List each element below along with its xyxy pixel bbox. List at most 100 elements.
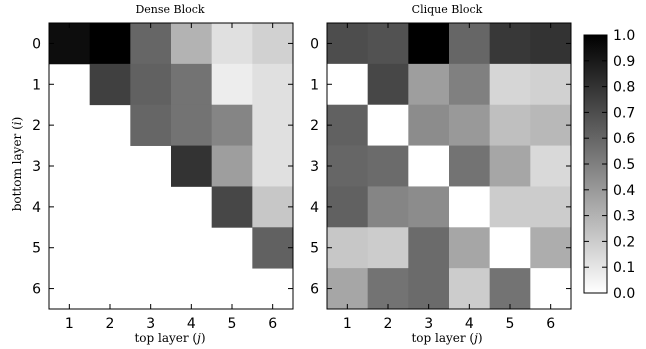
clique-cell-r4-c4 (489, 186, 531, 228)
clique-block-xlabel: top layer (j) (411, 331, 482, 345)
clique-cell-r0-c4 (489, 23, 531, 65)
clique-cell-r3-c1 (367, 145, 409, 187)
clique-cell-r5-c5 (530, 227, 572, 269)
clique-cell-r3-c3 (449, 145, 491, 187)
clique-block-heatmap: 1 2 3 4 5 6 0 1 2 3 4 5 6 (310, 22, 572, 332)
clique-cell-r4-c1 (367, 186, 409, 228)
clique-cell-r0-c2 (408, 23, 450, 65)
colorbar-tick-label: 0.9 (613, 54, 635, 70)
clique-cell-r1-c1 (367, 63, 409, 106)
clique-y-tick-label: 4 (310, 200, 319, 216)
dense-block-ylabel: bottom layer (i) (10, 117, 24, 212)
dense-y-tick-label: 0 (32, 36, 41, 52)
dense-y-tick-label: 1 (32, 77, 41, 93)
colorbar-ticks: 0.0 0.1 0.2 0.3 0.4 0.5 0.6 0.7 0.8 0.9 1.0 (584, 28, 635, 302)
clique-cell-r6-c2 (408, 268, 450, 310)
clique-cell-r4-c5 (530, 186, 572, 228)
clique-cell-r6-c0 (327, 268, 369, 310)
dense-cell-r3-c4 (211, 145, 253, 187)
clique-cell-r6-c3 (449, 268, 491, 310)
clique-y-tick-label: 0 (310, 36, 319, 52)
clique-cell-r3-c4 (489, 145, 531, 187)
colorbar-tick-label: 0.0 (613, 286, 635, 302)
clique-y-tick-label: 3 (310, 159, 319, 175)
dense-block-heatmap: 1 2 3 4 5 6 0 1 2 3 4 5 6 (32, 22, 294, 332)
dense-cell-r4-c4 (211, 186, 253, 228)
colorbar-tick-label: 0.1 (613, 260, 635, 276)
dense-cell-r3-c3 (171, 145, 213, 187)
dense-cell-r2-c3 (171, 104, 213, 146)
clique-cell-r5-c1 (367, 227, 409, 269)
clique-block-title: Clique Block (412, 3, 483, 16)
dense-cell-r0-c2 (130, 23, 172, 65)
dense-cell-r0-c4 (211, 23, 253, 65)
colorbar-tick-label: 0.2 (613, 234, 635, 250)
dense-cell-r1-c1 (89, 63, 131, 106)
dense-x-tick-label: 1 (65, 316, 74, 332)
dense-cell-r2-c5 (252, 104, 294, 146)
clique-cell-r1-c2 (408, 63, 450, 106)
dense-cell-r4-c5 (252, 186, 294, 228)
dense-block-title: Dense Block (135, 3, 204, 16)
dense-y-tick-label: 5 (32, 241, 41, 257)
colorbar-tick-label: 1.0 (613, 28, 635, 44)
colorbar-tick-label: 0.6 (613, 131, 635, 147)
clique-cell-r0-c0 (327, 23, 369, 65)
dense-cell-r0-c1 (89, 23, 131, 65)
clique-cell-r3-c2 (408, 145, 450, 187)
dense-cell-r5-c5 (252, 227, 294, 269)
dense-x-tick-label: 5 (228, 316, 237, 332)
clique-y-tick-label: 6 (310, 282, 319, 298)
clique-cell-r5-c3 (449, 227, 491, 269)
clique-cell-r2-c1 (367, 104, 409, 146)
clique-cell-r6-c4 (489, 268, 531, 310)
clique-x-tick-label: 5 (506, 316, 515, 332)
clique-cell-r1-c0 (327, 63, 369, 106)
dense-x-tick-label: 3 (146, 316, 155, 332)
clique-cell-r4-c0 (327, 186, 369, 228)
clique-cell-r4-c2 (408, 186, 450, 228)
clique-cell-r5-c4 (489, 227, 531, 269)
colorbar-tick-label: 0.3 (613, 209, 635, 225)
dense-cell-r0-c3 (171, 23, 213, 65)
clique-cell-r1-c3 (449, 63, 491, 106)
clique-cell-r2-c3 (449, 104, 491, 146)
clique-cell-r1-c4 (489, 63, 531, 106)
dense-cell-r2-c2 (130, 104, 172, 146)
clique-x-tick-label: 2 (384, 316, 393, 332)
dense-cell-r1-c3 (171, 63, 213, 106)
clique-cell-r5-c0 (327, 227, 369, 269)
clique-cell-r6-c1 (367, 268, 409, 310)
clique-cell-r0-c3 (449, 23, 491, 65)
clique-cell-r5-c2 (408, 227, 450, 269)
dense-cell-r1-c5 (252, 63, 294, 106)
dense-cell-r1-c4 (211, 63, 253, 106)
clique-y-tick-label: 5 (310, 241, 319, 257)
clique-cell-r6-c5 (530, 268, 572, 310)
clique-x-tick-label: 3 (424, 316, 433, 332)
dense-cell-r2-c4 (211, 104, 253, 146)
clique-x-tick-label: 1 (343, 316, 352, 332)
colorbar-tick-label: 0.7 (613, 105, 635, 121)
dense-x-tick-label: 2 (106, 316, 115, 332)
clique-cell-r3-c0 (327, 145, 369, 187)
dense-y-tick-label: 2 (32, 118, 41, 134)
colorbar-tick-label: 0.8 (613, 80, 635, 96)
dense-x-tick-label: 4 (187, 316, 196, 332)
clique-y-tick-label: 2 (310, 118, 319, 134)
clique-cell-r2-c4 (489, 104, 531, 146)
clique-cell-r0-c5 (530, 23, 572, 65)
dense-y-tick-label: 3 (32, 159, 41, 175)
clique-cell-r4-c3 (449, 186, 491, 228)
clique-cell-r0-c1 (367, 23, 409, 65)
clique-cell-r2-c2 (408, 104, 450, 146)
dense-cell-r3-c5 (252, 145, 294, 187)
dense-y-tick-label: 6 (32, 282, 41, 298)
clique-x-tick-label: 6 (546, 316, 555, 332)
clique-cell-r3-c5 (530, 145, 572, 187)
dense-cell-r0-c5 (252, 23, 294, 65)
dense-block-xlabel: top layer (j) (134, 331, 205, 345)
dense-cell-r1-c2 (130, 63, 172, 106)
dense-cell-r0-c0 (49, 23, 91, 65)
